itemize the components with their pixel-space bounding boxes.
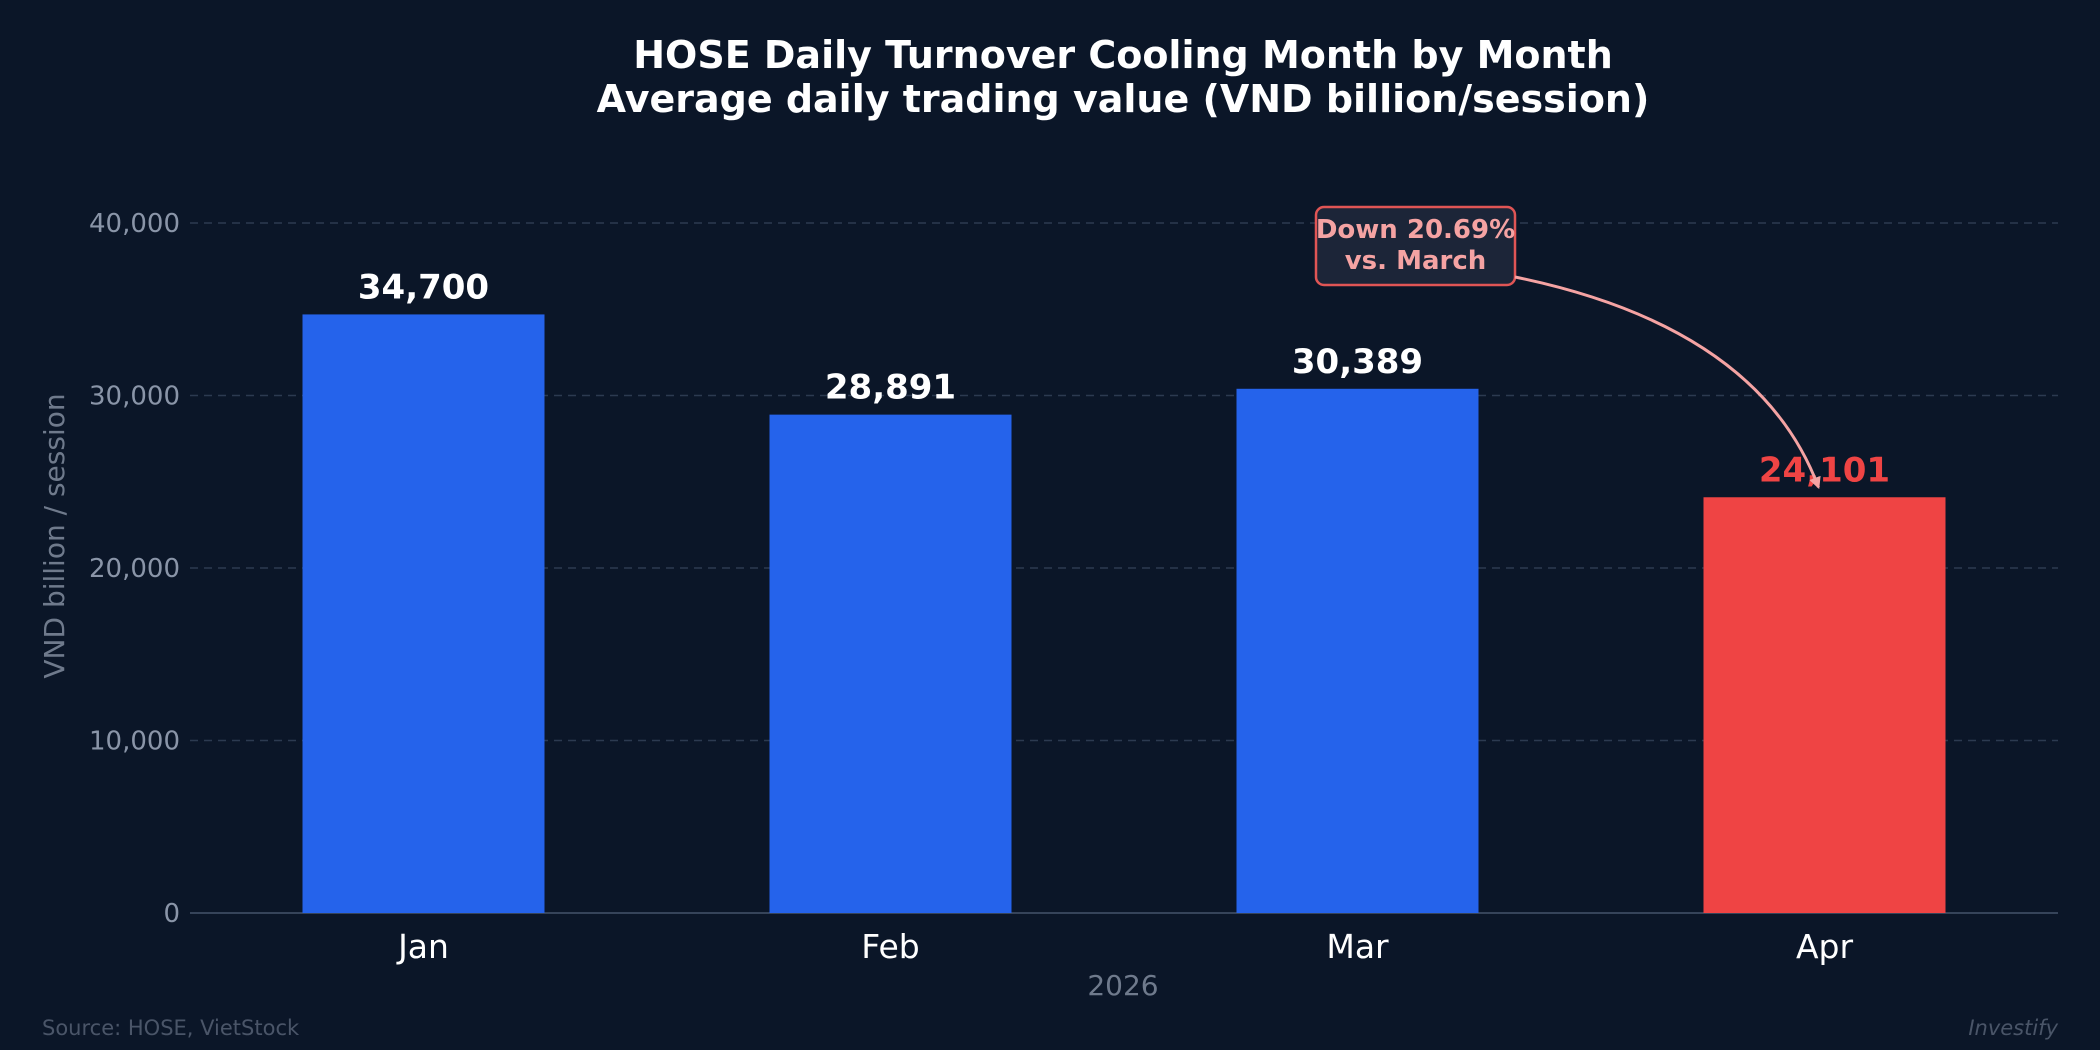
x-tick-labels: Jan Feb Mar Apr bbox=[396, 927, 1853, 966]
bars: 34,700 28,891 30,389 24,101 bbox=[302, 267, 1946, 913]
y-tick-labels: 0 10,000 20,000 30,000 40,000 bbox=[89, 209, 180, 929]
x-tick-label: Mar bbox=[1326, 927, 1389, 966]
bar-value-label: 30,389 bbox=[1292, 342, 1423, 382]
bar bbox=[302, 314, 545, 913]
annotation-arrow bbox=[1514, 275, 1821, 490]
bar-value-label: 24,101 bbox=[1759, 450, 1890, 490]
y-tick-label: 10,000 bbox=[89, 727, 180, 757]
y-tick-label: 40,000 bbox=[89, 209, 180, 239]
bar-value-label: 28,891 bbox=[825, 368, 956, 408]
bar bbox=[1236, 388, 1479, 913]
y-tick-label: 0 bbox=[163, 899, 180, 929]
bar-value-label: 34,700 bbox=[358, 267, 489, 307]
y-axis-label: VND billion / session bbox=[38, 393, 71, 678]
x-axis-label: 2026 bbox=[1087, 969, 1158, 1002]
x-tick-label: Feb bbox=[861, 927, 919, 966]
y-tick-label: 30,000 bbox=[89, 382, 180, 412]
chart-subtitle: Average daily trading value (VND billion… bbox=[597, 77, 1650, 121]
y-tick-label: 20,000 bbox=[89, 554, 180, 584]
bar bbox=[1703, 497, 1946, 913]
x-tick-label: Jan bbox=[396, 927, 449, 966]
chart-title: HOSE Daily Turnover Cooling Month by Mon… bbox=[633, 33, 1613, 77]
brand-watermark: Investify bbox=[1968, 1016, 2058, 1040]
annotation: Down 20.69%vs. March bbox=[1314, 205, 1821, 490]
annotation-box bbox=[1314, 205, 1517, 287]
annotation-text: Down 20.69% bbox=[1316, 215, 1515, 245]
annotation-text: vs. March bbox=[1345, 246, 1487, 276]
source-note: Source: HOSE, VietStock bbox=[42, 1016, 300, 1040]
x-tick-label: Apr bbox=[1796, 927, 1854, 966]
bar bbox=[769, 414, 1012, 913]
